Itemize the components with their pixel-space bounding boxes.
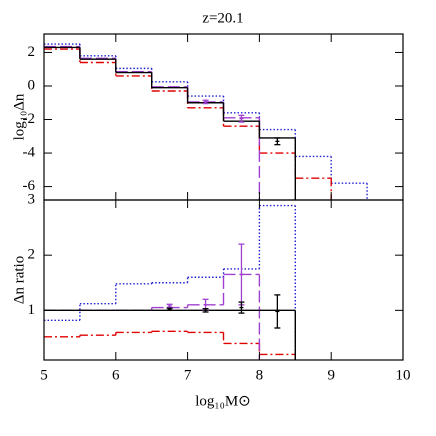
- y-tick-label: -6: [23, 178, 36, 194]
- x-axis-label: log₁₀M⊙: [195, 393, 251, 409]
- x-tick-label: 9: [327, 367, 335, 383]
- y-tick-label: 2: [28, 44, 36, 60]
- x-tick-label: 5: [40, 367, 48, 383]
- y-axis-label: log₁₀Δn: [11, 93, 27, 140]
- error-bar: [166, 307, 173, 311]
- x-tick-label: 8: [256, 367, 264, 383]
- error-bar: [238, 301, 245, 314]
- plot-frame: [43, 199, 404, 361]
- y-tick-label: 2: [28, 247, 36, 263]
- chart-title: z=20.1: [202, 10, 243, 26]
- error-bar: [202, 99, 209, 105]
- y-tick-label: 0: [28, 77, 36, 93]
- y-tick-label: 1: [28, 302, 36, 318]
- x-tick-label: 10: [396, 367, 411, 383]
- x-tick-label: 7: [184, 367, 192, 383]
- error-bar: [238, 114, 245, 123]
- error-bar: [166, 303, 173, 309]
- error-bar: [274, 137, 281, 146]
- error-bar: [202, 308, 209, 313]
- x-tick-label: 6: [112, 367, 120, 383]
- y-tick-label: 3: [28, 191, 36, 207]
- y-tick-label: -4: [23, 144, 36, 160]
- error-bar: [274, 294, 281, 329]
- y-tick-label: -2: [23, 111, 36, 127]
- y-axis-label: Δn ratio: [11, 256, 27, 304]
